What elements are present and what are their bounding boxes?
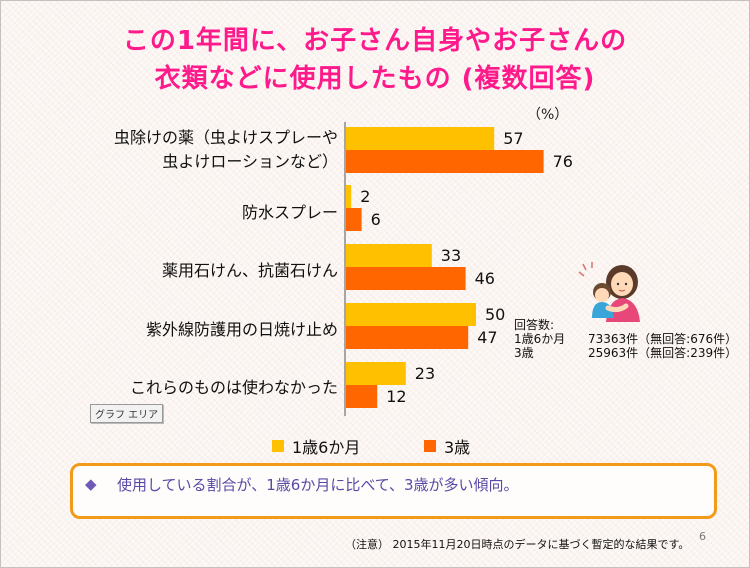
bar-1y6m-3 [346,303,476,326]
slide-title-line2: 衣類などに使用したもの (複数回答) [154,64,596,94]
data-label-3y-0: 76 [553,152,573,171]
legend-label-3y: 3歳 [444,438,471,457]
response-count-heading: 回答数: [514,318,555,332]
response-count-value: 73363件（無回答:676件） [588,332,738,346]
bar-1y6m-4 [346,362,406,385]
category-label-none-used: これらのものは使わなかった [130,376,338,400]
category-label-waterproof-spray: 防水スプレー [242,201,338,225]
response-count-row: 1歳6か月 73363件（無回答:676件） [514,332,737,346]
data-label-1y6m-2: 33 [441,246,461,265]
bar-3y-1 [346,208,362,231]
bar-3y-2 [346,267,466,290]
response-count-panel: 回答数: 1歳6か月 73363件（無回答:676件） 3歳 25963件（無回… [514,318,737,360]
bar-1y6m-2 [346,244,432,267]
unit-label: （%） [527,107,569,123]
diamond-bullet-icon: ◆ [85,475,97,493]
bar-3y-3 [346,326,469,349]
footnote: （注意） 2015年11月20日時点のデータに基づく暫定的な結果です。 [345,538,690,551]
legend-item-1y6m: 1歳6か月 [272,434,360,458]
response-count-label: 3歳 [514,346,534,360]
data-label-3y-4: 12 [386,387,406,406]
bar-3y-4 [346,385,378,408]
graph-area-tooltip: グラフ エリア [90,404,164,423]
legend-item-3y: 3歳 [424,434,470,458]
category-label-sunscreen: 紫外線防護用の日焼け止め [146,318,338,342]
category-label-line: 薬用石けん、抗菌石けん [161,261,338,280]
legend-swatch-yellow [272,440,284,452]
data-label-3y-1: 6 [371,210,381,229]
response-count-row: 3歳 25963件（無回答:239件） [514,346,737,360]
data-label-3y-3: 47 [477,328,497,347]
bar-3y-0 [346,150,544,173]
data-label-1y6m-1: 2 [360,187,370,206]
legend-label-1y6m: 1歳6か月 [292,438,361,457]
data-label-1y6m-3: 50 [485,305,505,324]
category-label-line: 虫除けの薬（虫よけスプレーや [113,128,338,147]
data-label-1y6m-0: 57 [503,129,523,148]
bar-1y6m-1 [346,185,352,208]
page-number: 6 [699,530,706,543]
data-label-1y6m-4: 23 [415,364,435,383]
category-label-line: 紫外線防護用の日焼け止め [145,320,338,339]
summary-note-text: 使用している割合が、1歳6か月に比べて、3歳が多い傾向。 [117,476,519,494]
bar-1y6m-0 [346,127,495,150]
legend-swatch-orange [424,440,436,452]
data-label-3y-2: 46 [475,269,495,288]
category-label-medicated-soap: 薬用石けん、抗菌石けん [162,259,338,283]
mother-and-child-illustration [578,262,640,322]
response-count-value: 25963件（無回答:239件） [588,346,738,360]
category-label-line: 防水スプレー [241,203,338,222]
category-label-line: これらのものは使わなかった [129,378,338,397]
response-count-label: 1歳6か月 [514,332,566,346]
category-label-insect-repellent: 虫除けの薬（虫よけスプレーや 虫よけローションなど） [114,126,338,174]
slide-title-line1: この1年間に、お子さん自身やお子さんの [122,26,628,56]
category-label-line: 虫よけローションなど） [162,152,338,171]
summary-note-box: ◆ 使用している割合が、1歳6か月に比べて、3歳が多い傾向。 [70,463,717,519]
